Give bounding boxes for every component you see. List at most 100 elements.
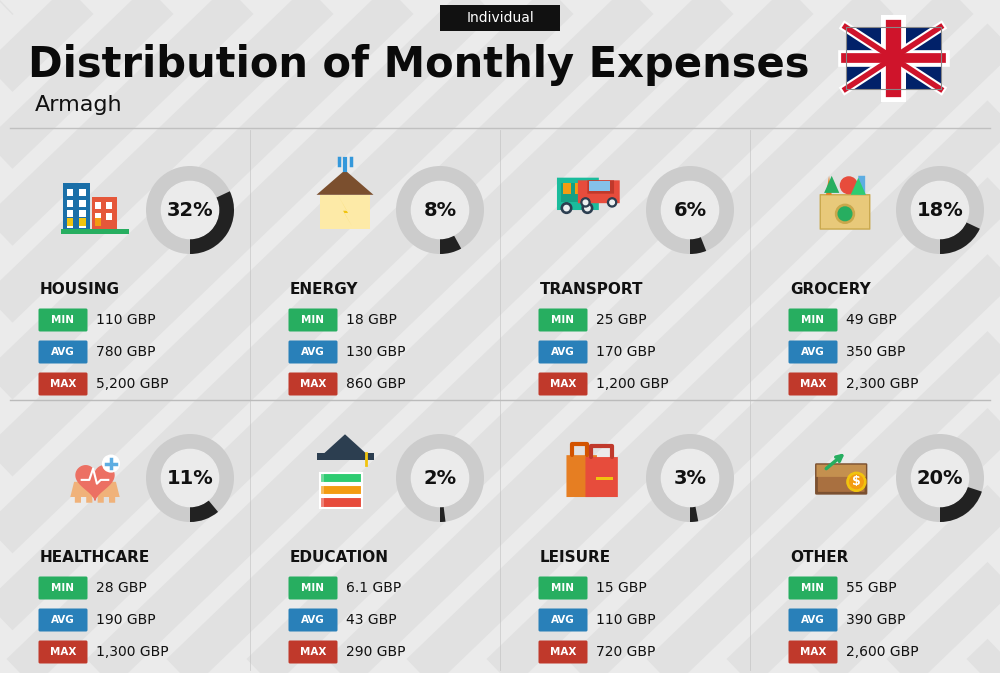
- FancyBboxPatch shape: [79, 189, 86, 196]
- Text: 49 GBP: 49 GBP: [846, 313, 897, 327]
- Text: 860 GBP: 860 GBP: [346, 377, 406, 391]
- Circle shape: [585, 205, 590, 211]
- Text: MIN: MIN: [52, 583, 74, 593]
- FancyBboxPatch shape: [538, 372, 588, 396]
- Text: MIN: MIN: [552, 315, 574, 325]
- Wedge shape: [940, 487, 982, 522]
- Text: AVG: AVG: [301, 615, 325, 625]
- FancyBboxPatch shape: [288, 577, 338, 600]
- Text: 390 GBP: 390 GBP: [846, 613, 906, 627]
- FancyBboxPatch shape: [858, 176, 865, 194]
- FancyBboxPatch shape: [788, 577, 838, 600]
- FancyBboxPatch shape: [79, 221, 86, 228]
- FancyBboxPatch shape: [538, 577, 588, 600]
- FancyBboxPatch shape: [587, 180, 614, 194]
- Circle shape: [847, 472, 866, 491]
- FancyBboxPatch shape: [320, 485, 324, 495]
- Polygon shape: [316, 170, 374, 194]
- FancyBboxPatch shape: [79, 211, 86, 217]
- FancyBboxPatch shape: [563, 182, 571, 194]
- Circle shape: [564, 205, 569, 211]
- Text: 11%: 11%: [167, 468, 213, 487]
- Text: 720 GBP: 720 GBP: [596, 645, 655, 659]
- Text: EDUCATION: EDUCATION: [290, 551, 389, 565]
- Text: MAX: MAX: [800, 379, 826, 389]
- FancyBboxPatch shape: [95, 213, 101, 219]
- Circle shape: [911, 450, 969, 507]
- Polygon shape: [76, 466, 114, 500]
- Circle shape: [840, 177, 857, 194]
- FancyBboxPatch shape: [816, 464, 866, 493]
- Text: Individual: Individual: [466, 11, 534, 25]
- Polygon shape: [851, 178, 866, 194]
- Wedge shape: [146, 434, 234, 522]
- Text: AVG: AVG: [301, 347, 325, 357]
- Text: AVG: AVG: [801, 347, 825, 357]
- Text: Distribution of Monthly Expenses: Distribution of Monthly Expenses: [28, 44, 810, 86]
- Text: MIN: MIN: [302, 583, 324, 593]
- FancyBboxPatch shape: [538, 308, 588, 332]
- FancyBboxPatch shape: [79, 200, 86, 207]
- FancyBboxPatch shape: [557, 178, 599, 210]
- FancyBboxPatch shape: [38, 577, 88, 600]
- Text: 6%: 6%: [673, 201, 707, 219]
- Wedge shape: [646, 166, 734, 254]
- FancyBboxPatch shape: [589, 181, 610, 190]
- FancyBboxPatch shape: [596, 477, 613, 481]
- Circle shape: [103, 455, 119, 472]
- FancyBboxPatch shape: [820, 194, 870, 229]
- FancyBboxPatch shape: [320, 472, 324, 483]
- Text: AVG: AVG: [551, 615, 575, 625]
- Text: ENERGY: ENERGY: [290, 283, 358, 297]
- FancyBboxPatch shape: [788, 372, 838, 396]
- FancyBboxPatch shape: [320, 485, 362, 495]
- Wedge shape: [190, 191, 234, 254]
- Circle shape: [411, 182, 469, 239]
- Text: MAX: MAX: [300, 647, 326, 657]
- FancyBboxPatch shape: [788, 641, 838, 664]
- FancyBboxPatch shape: [578, 180, 620, 203]
- Text: 6.1 GBP: 6.1 GBP: [346, 581, 401, 595]
- Circle shape: [661, 450, 719, 507]
- Wedge shape: [396, 434, 484, 522]
- Wedge shape: [896, 166, 984, 254]
- Text: MIN: MIN: [802, 315, 824, 325]
- Text: 3%: 3%: [674, 468, 706, 487]
- Text: AVG: AVG: [551, 347, 575, 357]
- FancyBboxPatch shape: [316, 454, 374, 460]
- FancyBboxPatch shape: [846, 27, 940, 89]
- Text: 8%: 8%: [423, 201, 457, 219]
- FancyBboxPatch shape: [561, 184, 595, 203]
- Text: 18 GBP: 18 GBP: [346, 313, 397, 327]
- FancyBboxPatch shape: [109, 495, 115, 503]
- Polygon shape: [824, 176, 839, 193]
- FancyBboxPatch shape: [66, 211, 73, 217]
- Circle shape: [581, 198, 590, 207]
- Text: MAX: MAX: [550, 647, 576, 657]
- FancyBboxPatch shape: [320, 194, 370, 229]
- FancyBboxPatch shape: [86, 495, 92, 503]
- Circle shape: [661, 182, 719, 239]
- FancyBboxPatch shape: [538, 608, 588, 631]
- Text: MAX: MAX: [300, 379, 326, 389]
- FancyBboxPatch shape: [575, 182, 583, 194]
- Text: MAX: MAX: [50, 379, 76, 389]
- Wedge shape: [690, 506, 698, 522]
- Text: 32%: 32%: [167, 201, 213, 219]
- Circle shape: [411, 450, 469, 507]
- Text: 350 GBP: 350 GBP: [846, 345, 905, 359]
- Text: 170 GBP: 170 GBP: [596, 345, 656, 359]
- Polygon shape: [826, 176, 832, 194]
- FancyBboxPatch shape: [95, 217, 101, 226]
- FancyBboxPatch shape: [95, 203, 101, 209]
- FancyBboxPatch shape: [106, 213, 112, 219]
- Text: MIN: MIN: [302, 315, 324, 325]
- Polygon shape: [324, 434, 366, 454]
- Text: $: $: [852, 475, 861, 489]
- FancyBboxPatch shape: [538, 641, 588, 664]
- FancyBboxPatch shape: [75, 495, 81, 503]
- Text: 43 GBP: 43 GBP: [346, 613, 397, 627]
- FancyBboxPatch shape: [98, 495, 104, 503]
- FancyBboxPatch shape: [38, 372, 88, 396]
- Text: 28 GBP: 28 GBP: [96, 581, 147, 595]
